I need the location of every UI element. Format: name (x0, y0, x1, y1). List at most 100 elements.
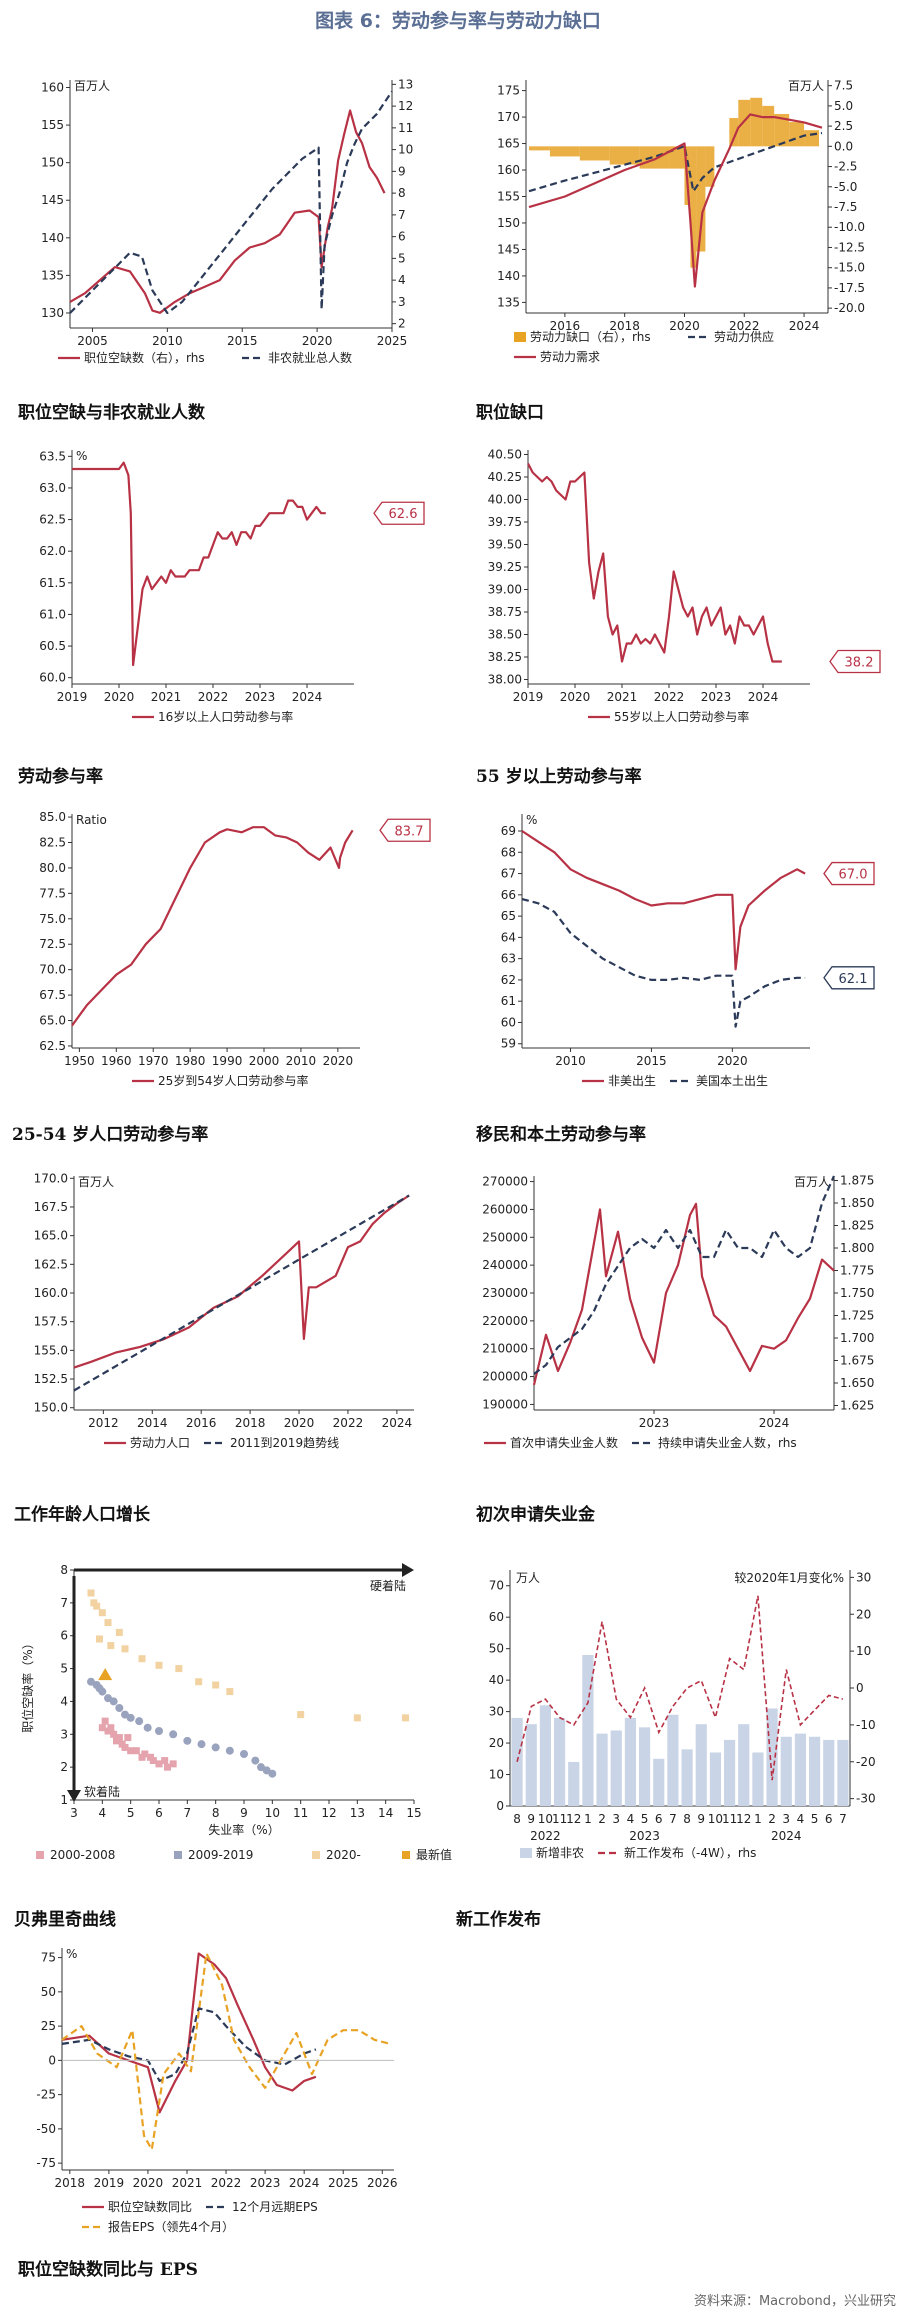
y-right-tick-label: -17.5 (834, 281, 865, 295)
legend-label: 劳动力人口 (130, 1436, 190, 1450)
x-tick-label: 2024 (292, 690, 323, 704)
scatter-point-2009-2019 (183, 1736, 192, 1745)
gap-bar (609, 146, 640, 165)
x-tick-label: 3 (612, 1812, 620, 1826)
scatter-point-2000-2008 (101, 1717, 109, 1725)
payroll-bar (794, 1733, 806, 1806)
y-tick-label: 39.00 (488, 583, 522, 597)
y-tick-label: 2 (60, 1760, 68, 1774)
scatter-point-2020- (138, 1655, 146, 1663)
x-tick-label: 2012 (88, 1416, 119, 1430)
x-tick-label: 2020 (669, 319, 700, 333)
x-tick-label: 2023 (701, 690, 732, 704)
x-year-label: 2023 (629, 1829, 660, 1843)
x-tick-label: 9 (240, 1806, 248, 1820)
y-tick-label: 62 (501, 973, 516, 987)
x-tick-label: 2 (598, 1812, 606, 1826)
y-tick-label: 30 (489, 1705, 504, 1719)
x-tick-label: 10 (708, 1812, 723, 1826)
scatter-point-2020- (93, 1602, 101, 1610)
x-tick-label: 1960 (101, 1054, 132, 1068)
x-tick-label: 2020 (104, 690, 135, 704)
x-tick-label: 2010 (286, 1054, 317, 1068)
gap-bar (738, 99, 751, 147)
y-right-tick-label: -15.0 (834, 261, 865, 275)
x-axis-title: 失业率（%） (208, 1822, 279, 1837)
y-tick-label: 61.0 (39, 607, 66, 621)
y-tick-label: 75.0 (39, 912, 66, 926)
x-tick-label: 2015 (636, 1054, 667, 1068)
x-tick-label: 2010 (152, 334, 183, 348)
y-tick-label: 85.0 (39, 810, 66, 824)
payroll-bar (539, 1705, 551, 1806)
y-tick-label: 155.0 (34, 1343, 68, 1357)
payroll-bar (695, 1724, 707, 1806)
x-tick-label: 2 (768, 1812, 776, 1826)
x-tick-label: 2024 (382, 1416, 413, 1430)
series-line-非美出生 (521, 830, 806, 971)
series-line-12个月远期EPS (61, 2007, 317, 2082)
y-tick-label: 130 (41, 306, 64, 320)
value-callout-label: 62.6 (389, 507, 418, 522)
scatter-point-2020- (402, 1714, 409, 1722)
y-tick-label: 50 (41, 1985, 56, 1999)
section-title-lfpr-25-54: 25-54 岁人口劳动参与率 (12, 1125, 209, 1145)
gap-bar (669, 146, 685, 169)
scatter-point-最新值 (98, 1668, 113, 1681)
chart-vacancies-eps: -75 -50 -25 0 25 50 75 2018 2019 2020 2021 2022 2023… (36, 1947, 397, 2234)
legend-label: 持续申请失业金人数，rhs (658, 1435, 797, 1450)
x-tick-label: 2025 (328, 2176, 359, 2190)
x-tick-label: 12 (566, 1812, 581, 1826)
x-tick-label: 13 (350, 1806, 365, 1820)
y-tick-label: 165 (497, 137, 520, 151)
scatter-point-2009-2019 (135, 1717, 144, 1726)
x-tick-label: 2000 (249, 1054, 280, 1068)
x-tick-label: 5 (127, 1806, 135, 1820)
section-title-initial-claims: 初次申请失业金 (476, 1505, 595, 1525)
source-note: 资料来源：Macrobond，兴业研究 (693, 2294, 896, 2309)
legend-label: 非美出生 (608, 1074, 656, 1088)
y-tick-label: 170 (497, 110, 520, 124)
y-tick-label: 10 (489, 1768, 504, 1782)
y-right-tick-label: 1.675 (840, 1354, 874, 1368)
scatter-point-2009-2019 (268, 1769, 277, 1778)
y-right-tick-label: -10 (856, 1718, 876, 1732)
gap-bar (528, 146, 550, 151)
y-tick-label: 8 (60, 1563, 68, 1577)
legend-label: 美国本土出生 (696, 1074, 768, 1088)
x-tick-label: 2021 (607, 690, 638, 704)
legend-label: 2000-2008 (50, 1848, 115, 1862)
y-right-tick-label: -20 (856, 1755, 876, 1769)
scatter-point-2009-2019 (126, 1713, 135, 1722)
x-tick-label: 2019 (94, 2176, 125, 2190)
unit-label: % (526, 813, 537, 827)
x-tick-label: 15 (406, 1806, 421, 1820)
legend-swatch (36, 1851, 44, 1859)
y-tick-label: 135 (41, 268, 64, 282)
section-title-lfpr: 劳动参与率 (18, 767, 103, 787)
scatter-point-2020- (195, 1678, 203, 1686)
x-tick-label: 14 (378, 1806, 393, 1820)
chart-lfpr-nativity: 59 60 61 62 63 64 65 66 67 68 69 2010 2015 2020% 67.0 6… (501, 813, 875, 1088)
y-tick-label: 50 (489, 1642, 504, 1656)
scatter-point-2020- (175, 1665, 183, 1673)
x-tick-label: 4 (797, 1812, 805, 1826)
y-right-tick-label: 1.775 (840, 1264, 874, 1278)
y-tick-label: 152.5 (34, 1372, 68, 1386)
y-tick-label: 250000 (482, 1230, 528, 1244)
y-tick-label: 60 (501, 1015, 516, 1029)
legend-label: 2009-2019 (188, 1848, 253, 1862)
y-right-tick-label: 9 (398, 164, 406, 178)
y-right-tick-label: 10 (398, 143, 413, 157)
unit-label: Ratio (76, 813, 107, 827)
y-axis-title: 职位空缺率（%） (20, 1637, 35, 1732)
value-callout-box (823, 966, 875, 990)
x-tick-label: 1990 (212, 1054, 243, 1068)
unit-label: 百万人 (74, 79, 110, 93)
y-tick-label: 62.5 (39, 513, 66, 527)
annotation-soft-landing: 软着陆 (84, 1784, 120, 1799)
legend-label: 劳动力缺口（右），rhs (530, 329, 651, 344)
unit-label: 万人 (516, 1571, 540, 1585)
payroll-bar (624, 1717, 636, 1806)
payroll-bar (823, 1739, 835, 1806)
